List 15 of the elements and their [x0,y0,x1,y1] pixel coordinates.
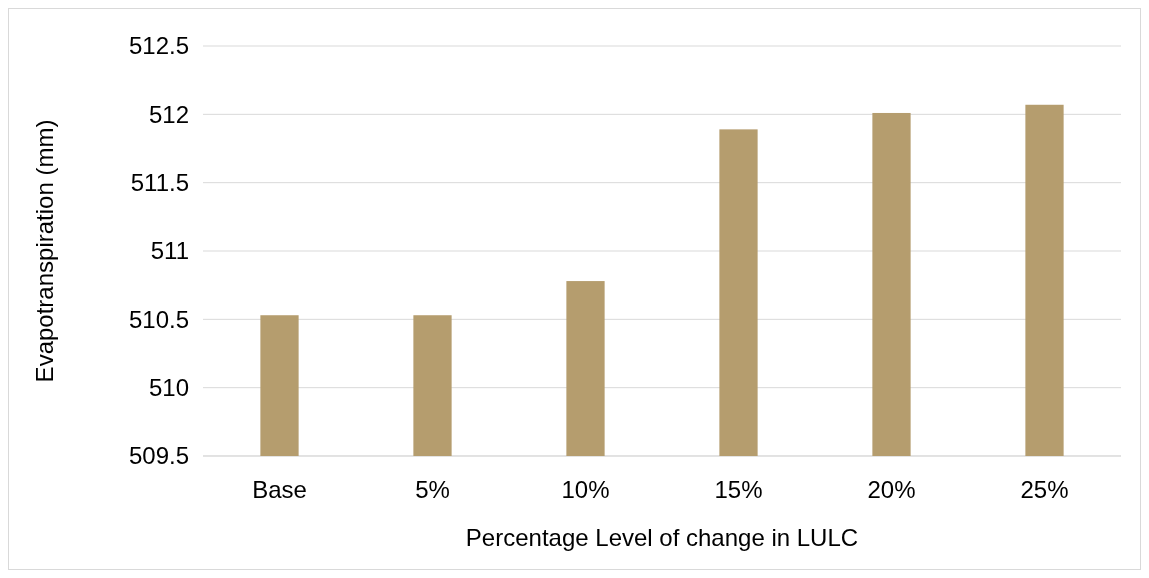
x-tick-label: 10% [561,476,610,503]
y-tick-label: 509.5 [128,442,189,470]
y-tick-label: 511 [150,237,189,265]
x-tick-label: 25% [1020,476,1069,503]
y-tick-label: 511.5 [130,169,189,197]
y-axis-title: Evapotranspiration (mm) [31,119,58,383]
y-tick-label: 512.5 [128,32,189,60]
x-axis-title: Percentage Level of change in LULC [465,524,859,551]
x-tick-label: 20% [867,476,916,503]
y-tick-label: 512 [148,100,189,128]
y-tick-label: 510.5 [128,305,189,333]
x-tick-label: Base [252,476,307,503]
x-tick-label: 5% [415,476,450,503]
x-tick-label: 15% [714,476,763,503]
y-tick-label: 510 [148,374,189,402]
